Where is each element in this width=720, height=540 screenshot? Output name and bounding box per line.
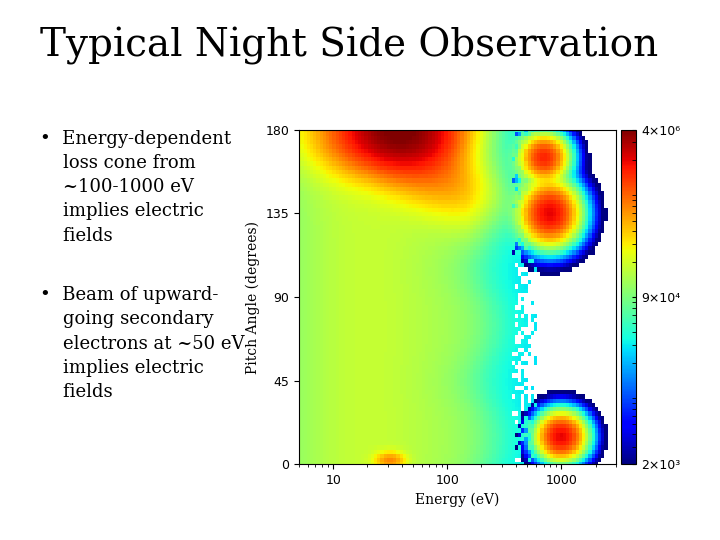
X-axis label: Energy (eV): Energy (eV) xyxy=(415,492,500,507)
Text: Diff. Energy Flux (eV/(s cm² ster eV)): Diff. Energy Flux (eV/(s cm² ster eV)) xyxy=(299,111,534,124)
Text: Typical Night Side Observation: Typical Night Side Observation xyxy=(40,27,658,65)
Text: •  Beam of upward-
    going secondary
    electrons at ~50 eV
    implies elect: • Beam of upward- going secondary electr… xyxy=(40,286,244,401)
Text: •  Energy-dependent
    loss cone from
    ~100-1000 eV
    implies electric
   : • Energy-dependent loss cone from ~100-1… xyxy=(40,130,230,245)
Y-axis label: Pitch Angle (degrees): Pitch Angle (degrees) xyxy=(246,220,260,374)
Text: Diff. Energy Flux (eV/(s cm² ster eV)): Diff. Energy Flux (eV/(s cm² ster eV)) xyxy=(302,110,538,123)
